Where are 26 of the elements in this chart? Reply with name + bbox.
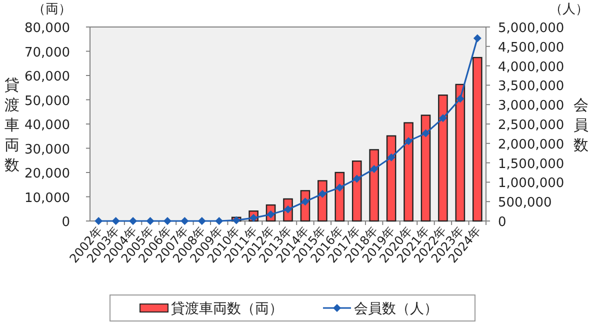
y-tick-label: 30,000	[24, 142, 70, 158]
y-tick-label: 50,000	[24, 94, 70, 109]
y-tick-label: 10,000	[24, 190, 70, 206]
y2-axis-title: 会員数	[574, 96, 588, 154]
y-tick-label: 60,000	[24, 70, 70, 84]
y2-tick-label: 0	[498, 215, 506, 230]
y2-tick-label: 1,000,000	[498, 176, 564, 192]
y-tick-label: 40,000	[24, 118, 70, 133]
y2-tick-label: 2,500,000	[498, 118, 564, 133]
y2-tick-label: 500,000	[498, 196, 552, 211]
y2-tick-label: 1,500,000	[498, 156, 564, 172]
y2-tick-label: 2,000,000	[498, 137, 564, 152]
y-tick-label: 80,000	[24, 21, 70, 36]
y2-tick-label: 5,000,000	[498, 21, 564, 36]
y-tick-label: 0	[62, 215, 70, 230]
y2-tick-label: 3,500,000	[498, 79, 564, 94]
y-tick-label: 70,000	[24, 45, 70, 60]
y2-tick-label: 3,000,000	[498, 98, 564, 114]
legend-label: 会員数（人）	[354, 301, 438, 317]
y2-tick-label: 4,000,000	[498, 60, 564, 75]
y2-tick-label: 4,500,000	[498, 40, 564, 56]
y-axis-title: 貸渡車両数	[4, 76, 20, 174]
y-tick-label: 20,000	[24, 166, 70, 182]
legend-label: 貸渡車両数（両）	[171, 301, 283, 317]
text: （人）	[550, 2, 588, 17]
text: （両）	[32, 2, 72, 17]
